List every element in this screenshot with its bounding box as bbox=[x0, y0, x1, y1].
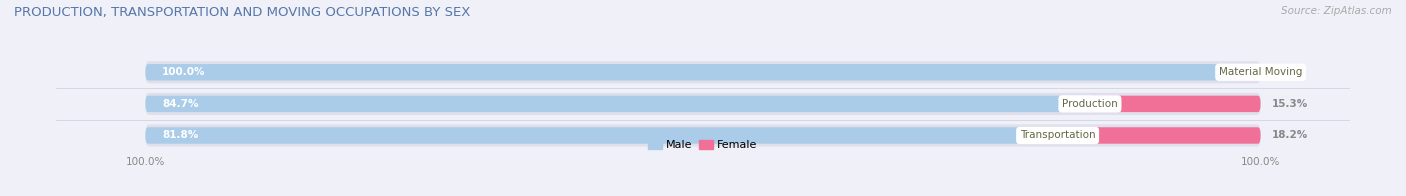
Text: 100.0%: 100.0% bbox=[162, 67, 205, 77]
Text: Production: Production bbox=[1062, 99, 1118, 109]
FancyBboxPatch shape bbox=[145, 61, 1261, 83]
FancyBboxPatch shape bbox=[1090, 96, 1261, 112]
FancyBboxPatch shape bbox=[145, 127, 1057, 144]
Legend: Male, Female: Male, Female bbox=[647, 137, 759, 152]
Text: 0.0%: 0.0% bbox=[1271, 67, 1301, 77]
Text: 15.3%: 15.3% bbox=[1271, 99, 1308, 109]
Text: Material Moving: Material Moving bbox=[1219, 67, 1302, 77]
Text: 84.7%: 84.7% bbox=[162, 99, 198, 109]
Text: 81.8%: 81.8% bbox=[162, 131, 198, 141]
Text: Source: ZipAtlas.com: Source: ZipAtlas.com bbox=[1281, 6, 1392, 16]
FancyBboxPatch shape bbox=[145, 93, 1261, 115]
FancyBboxPatch shape bbox=[1057, 127, 1261, 144]
FancyBboxPatch shape bbox=[145, 96, 1090, 112]
FancyBboxPatch shape bbox=[145, 64, 1261, 81]
FancyBboxPatch shape bbox=[145, 124, 1261, 147]
Text: Transportation: Transportation bbox=[1019, 131, 1095, 141]
Text: 18.2%: 18.2% bbox=[1271, 131, 1308, 141]
Text: PRODUCTION, TRANSPORTATION AND MOVING OCCUPATIONS BY SEX: PRODUCTION, TRANSPORTATION AND MOVING OC… bbox=[14, 6, 471, 19]
